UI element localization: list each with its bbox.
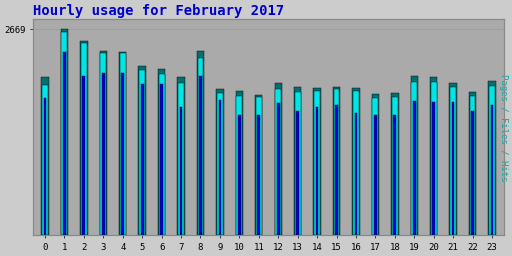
- Bar: [82, 76, 85, 235]
- Bar: [313, 88, 321, 235]
- Bar: [353, 91, 359, 235]
- Bar: [219, 100, 221, 235]
- Bar: [177, 77, 185, 235]
- Bar: [490, 105, 494, 235]
- Bar: [352, 88, 359, 235]
- Bar: [102, 73, 104, 235]
- Bar: [255, 95, 263, 235]
- Bar: [471, 111, 474, 235]
- Bar: [431, 82, 437, 235]
- Bar: [391, 93, 398, 235]
- Bar: [470, 97, 476, 235]
- Bar: [199, 76, 202, 235]
- Bar: [452, 102, 455, 235]
- Bar: [294, 87, 302, 235]
- Bar: [488, 81, 496, 235]
- Bar: [119, 52, 126, 235]
- Bar: [430, 77, 437, 235]
- Bar: [217, 93, 223, 235]
- Bar: [236, 91, 243, 235]
- Bar: [277, 103, 280, 235]
- Bar: [374, 115, 377, 235]
- Bar: [355, 113, 357, 235]
- Bar: [120, 53, 125, 235]
- Bar: [139, 70, 145, 235]
- Bar: [372, 98, 378, 235]
- Bar: [178, 83, 184, 235]
- Bar: [413, 101, 416, 235]
- Bar: [411, 76, 418, 235]
- Bar: [411, 82, 417, 235]
- Bar: [238, 115, 241, 235]
- Bar: [198, 58, 203, 235]
- Bar: [158, 69, 165, 235]
- Bar: [295, 92, 301, 235]
- Bar: [99, 51, 107, 235]
- Bar: [237, 96, 242, 235]
- Bar: [334, 90, 339, 235]
- Bar: [432, 102, 435, 235]
- Text: Hourly usage for February 2017: Hourly usage for February 2017: [33, 4, 285, 18]
- Bar: [180, 107, 182, 235]
- Bar: [469, 92, 476, 235]
- Bar: [296, 111, 299, 235]
- Bar: [159, 74, 164, 235]
- Bar: [41, 77, 49, 235]
- Bar: [335, 105, 338, 235]
- Bar: [258, 115, 260, 235]
- Bar: [450, 87, 456, 235]
- Bar: [275, 90, 281, 235]
- Bar: [256, 97, 262, 235]
- Y-axis label: Pages / Files / Hits: Pages / Files / Hits: [499, 73, 508, 181]
- Bar: [61, 29, 68, 235]
- Bar: [42, 85, 48, 235]
- Bar: [63, 52, 66, 235]
- Bar: [197, 51, 204, 235]
- Bar: [392, 97, 398, 235]
- Bar: [138, 66, 146, 235]
- Bar: [372, 94, 379, 235]
- Bar: [393, 115, 396, 235]
- Bar: [160, 84, 163, 235]
- Bar: [141, 84, 143, 235]
- Bar: [61, 32, 67, 235]
- Bar: [333, 87, 340, 235]
- Bar: [80, 41, 88, 235]
- Bar: [121, 73, 124, 235]
- Bar: [489, 86, 495, 235]
- Bar: [44, 98, 46, 235]
- Bar: [216, 89, 224, 235]
- Bar: [274, 83, 282, 235]
- Bar: [100, 53, 106, 235]
- Bar: [314, 91, 320, 235]
- Bar: [450, 83, 457, 235]
- Bar: [316, 107, 318, 235]
- Bar: [81, 43, 87, 235]
